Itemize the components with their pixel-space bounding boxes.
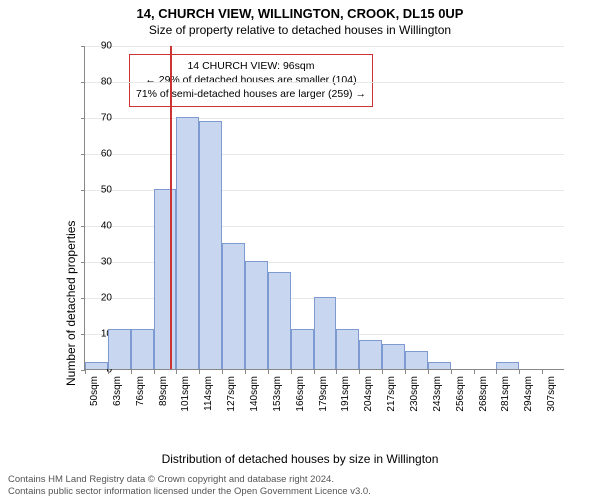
x-tick-label: 217sqm <box>386 376 397 416</box>
x-tick <box>451 370 452 374</box>
x-tick-label: 179sqm <box>318 376 329 416</box>
plot-area: 14 CHURCH VIEW: 96sqm ← 29% of detached … <box>84 46 564 370</box>
y-tick-label: 40 <box>88 221 112 232</box>
gridline <box>85 46 564 47</box>
histogram-bar <box>154 189 177 369</box>
x-tick-label: 204sqm <box>363 376 374 416</box>
histogram-bar <box>245 261 268 369</box>
x-tick-label: 140sqm <box>249 376 260 416</box>
x-tick <box>314 370 315 374</box>
histogram-bar <box>405 351 428 369</box>
histogram-bar <box>176 117 199 369</box>
histogram-bar <box>382 344 405 369</box>
y-tick-label: 90 <box>88 41 112 52</box>
x-tick-label: 50sqm <box>89 376 100 416</box>
x-tick-label: 76sqm <box>135 376 146 416</box>
footer-line: Contains HM Land Registry data © Crown c… <box>8 474 371 486</box>
x-tick <box>199 370 200 374</box>
x-tick-label: 294sqm <box>523 376 534 416</box>
x-tick-label: 63sqm <box>112 376 123 416</box>
x-tick <box>245 370 246 374</box>
x-tick-label: 230sqm <box>409 376 420 416</box>
x-tick <box>291 370 292 374</box>
y-tick <box>81 118 85 119</box>
x-tick-label: 89sqm <box>158 376 169 416</box>
y-tick <box>81 334 85 335</box>
x-tick <box>108 370 109 374</box>
y-tick-label: 30 <box>88 257 112 268</box>
footer-line: Contains public sector information licen… <box>8 486 371 498</box>
histogram-bar <box>199 121 222 369</box>
x-tick-label: 268sqm <box>478 376 489 416</box>
x-tick-label: 127sqm <box>226 376 237 416</box>
gridline <box>85 118 564 119</box>
x-tick <box>474 370 475 374</box>
x-axis-label: Distribution of detached houses by size … <box>0 452 600 466</box>
chart-container: Number of detached properties 14 CHURCH … <box>50 46 570 426</box>
y-tick <box>81 298 85 299</box>
histogram-bar <box>85 362 108 369</box>
histogram-bar <box>314 297 337 369</box>
x-tick <box>131 370 132 374</box>
x-tick-label: 307sqm <box>546 376 557 416</box>
y-tick-label: 80 <box>88 77 112 88</box>
histogram-bar <box>268 272 291 369</box>
y-tick <box>81 190 85 191</box>
y-tick <box>81 46 85 47</box>
histogram-bar <box>131 329 154 369</box>
x-tick-label: 243sqm <box>432 376 443 416</box>
x-tick <box>542 370 543 374</box>
x-tick <box>405 370 406 374</box>
y-tick <box>81 226 85 227</box>
histogram-bar <box>222 243 245 369</box>
x-tick-label: 153sqm <box>272 376 283 416</box>
y-tick-label: 20 <box>88 293 112 304</box>
x-tick-label: 256sqm <box>455 376 466 416</box>
y-tick <box>81 82 85 83</box>
annotation-box: 14 CHURCH VIEW: 96sqm ← 29% of detached … <box>129 54 373 107</box>
x-tick <box>519 370 520 374</box>
x-tick <box>154 370 155 374</box>
y-tick <box>81 154 85 155</box>
x-tick <box>85 370 86 374</box>
value-marker-line <box>170 46 172 369</box>
x-tick <box>176 370 177 374</box>
y-tick-label: 60 <box>88 149 112 160</box>
x-tick <box>382 370 383 374</box>
histogram-bar <box>108 329 131 369</box>
x-tick <box>359 370 360 374</box>
chart-subtitle: Size of property relative to detached ho… <box>0 21 600 37</box>
histogram-bar <box>291 329 314 369</box>
x-tick-label: 114sqm <box>203 376 214 416</box>
histogram-bar <box>336 329 359 369</box>
attribution-footer: Contains HM Land Registry data © Crown c… <box>8 474 371 498</box>
x-tick <box>428 370 429 374</box>
histogram-bar <box>359 340 382 369</box>
x-tick-label: 281sqm <box>500 376 511 416</box>
histogram-bar <box>496 362 519 369</box>
gridline <box>85 154 564 155</box>
histogram-bar <box>428 362 451 369</box>
x-tick <box>222 370 223 374</box>
x-tick <box>268 370 269 374</box>
y-tick-label: 50 <box>88 185 112 196</box>
y-axis-label: Number of detached properties <box>64 221 78 386</box>
x-tick-label: 191sqm <box>340 376 351 416</box>
y-tick <box>81 262 85 263</box>
x-tick-label: 166sqm <box>295 376 306 416</box>
x-tick <box>336 370 337 374</box>
gridline <box>85 82 564 83</box>
x-tick-label: 101sqm <box>180 376 191 416</box>
y-tick-label: 70 <box>88 113 112 124</box>
chart-title: 14, CHURCH VIEW, WILLINGTON, CROOK, DL15… <box>0 0 600 21</box>
x-tick <box>496 370 497 374</box>
